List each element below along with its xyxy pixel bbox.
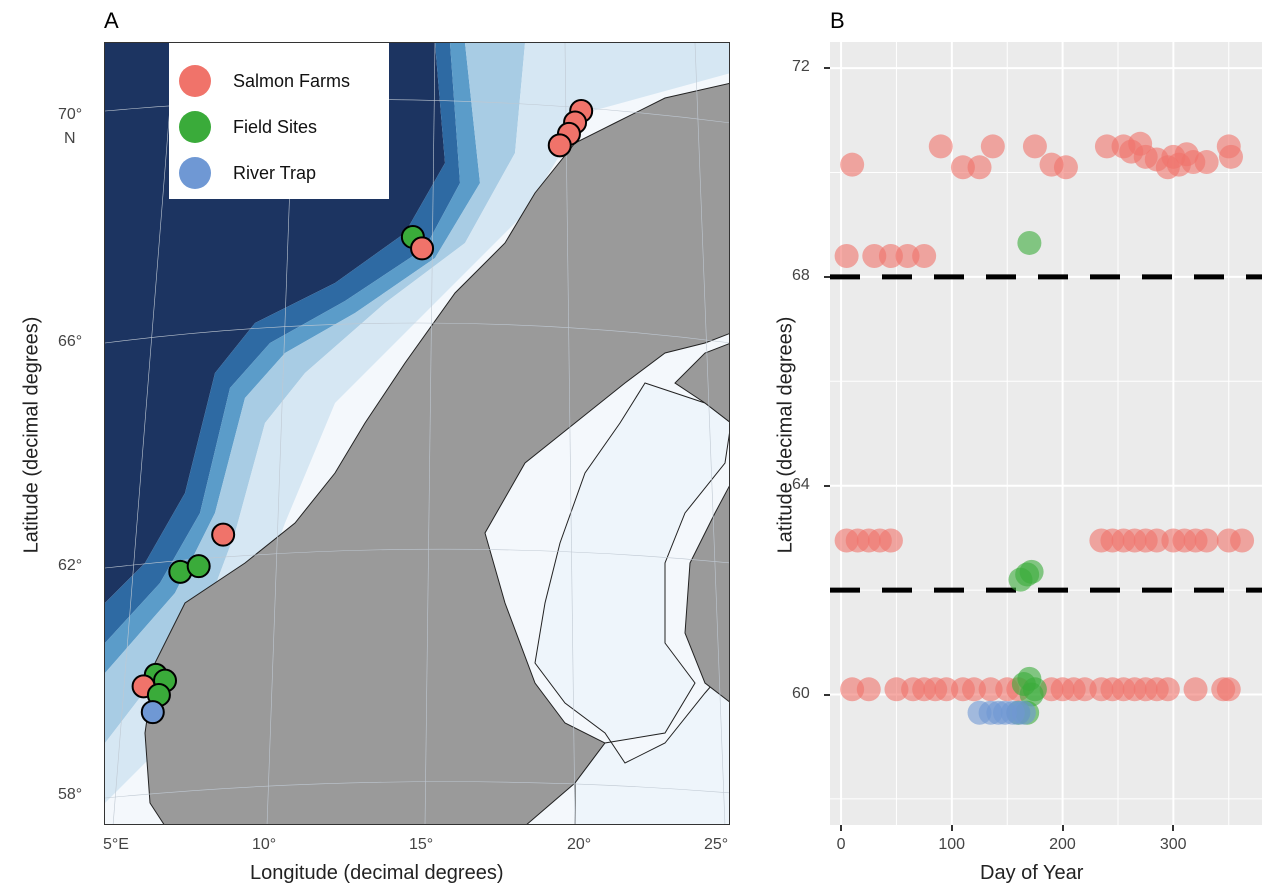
data-point [856,677,881,702]
x-tick-mark [840,825,843,831]
data-point [1011,700,1036,725]
lon-tick: 10° [252,836,277,853]
y-tick-label: 64 [792,475,810,493]
y-tick-mark [824,484,830,487]
lon-tick: 25° [704,836,729,853]
data-point [1194,150,1219,175]
lat-tick: 66° [58,333,83,350]
land-mass [144,82,729,824]
legend-label: Field Sites [233,116,318,137]
data-point [1019,559,1044,584]
lat-tick-suffix: N [64,130,76,147]
lat-tick: 62° [58,557,83,574]
data-point [895,244,920,269]
map-y-axis-title: Latitude (decimal degrees) [20,316,43,554]
data-point [1144,528,1169,553]
map-legend: Salmon Farms Field Sites River Trap [169,43,389,199]
data-point [1022,677,1047,702]
data-point [878,528,903,553]
data-point [1183,677,1208,702]
map-marker-field [186,554,211,579]
data-point [1072,677,1097,702]
river-trap-dot-icon [179,157,211,189]
data-point [1022,134,1047,159]
finland-south [684,485,729,703]
y-tick-label: 68 [792,266,810,284]
ocean-mid [105,43,480,673]
legend-item-river-trap: River Trap [179,153,316,193]
data-point [1094,134,1119,159]
x-tick-label: 0 [836,836,846,853]
x-tick-label: 100 [938,836,966,853]
lon-tick: 15° [409,836,434,853]
legend-label: Salmon Farms [233,70,351,91]
map-marker-farm [547,133,572,158]
map-marker-river [140,700,165,725]
y-tick-label: 60 [792,684,810,702]
data-point [1218,144,1243,169]
salmon-farm-dot-icon [179,65,211,97]
plot-canvas [830,42,1262,825]
map-x-axis-title: Longitude (decimal degrees) [250,862,504,884]
data-point [967,155,992,180]
lat-tick: 70° [58,106,83,123]
data-point [962,677,986,702]
data-point [862,244,887,269]
data-point [928,134,953,159]
finland-land [674,343,729,423]
panel-label-a: A [104,8,119,33]
data-point [834,244,859,269]
data-point [980,134,1005,159]
data-point [878,244,903,269]
y-tick-label: 72 [792,58,810,76]
data-point [1155,677,1180,702]
field-site-dot-icon [179,111,211,143]
data-point [1194,528,1219,553]
y-tick-mark [824,693,830,696]
x-tick-label: 200 [1049,836,1076,853]
data-point [1053,155,1078,180]
data-point [1216,677,1241,702]
data-point [978,677,1003,702]
plot-x-axis-title: Day of Year [980,862,1084,884]
legend-label: River Trap [233,162,317,183]
x-tick-mark [1061,825,1064,831]
legend-item-field-sites: Field Sites [179,107,317,147]
data-point [950,155,975,180]
legend-item-salmon-farms: Salmon Farms [179,61,350,101]
data-point [840,677,865,702]
plot-y-axis-title: Latitude (decimal degrees) [774,316,797,554]
data-point [934,677,959,702]
day-of-year-plot [830,42,1262,825]
map-marker-farm [211,522,236,547]
data-point [1230,528,1255,553]
panel-label-b: B [830,8,845,33]
x-tick-mark [1172,825,1175,831]
map-marker-farm [410,236,435,261]
y-tick-mark [824,67,830,70]
data-point [840,152,865,177]
y-tick-mark [824,275,830,278]
x-tick-label: 300 [1159,836,1187,853]
ocean-mid-deep [105,43,460,643]
lon-tick: 5°E [103,836,129,853]
lat-tick: 58° [58,786,83,803]
baltic-water [534,382,729,824]
x-tick-mark [950,825,953,831]
data-point [884,677,909,702]
map-canvas [105,43,729,824]
data-point [1017,230,1042,255]
norway-map: Salmon Farms Field Sites River Trap [104,42,730,825]
data-point [912,244,937,269]
lon-tick: 20° [567,836,592,853]
map-markers [131,99,594,725]
